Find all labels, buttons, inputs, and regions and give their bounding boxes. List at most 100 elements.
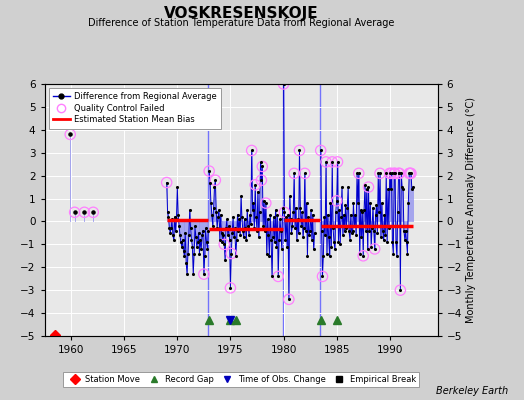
Point [344,184,352,190]
Point [187,236,195,243]
Point [383,239,391,245]
Point [329,225,337,232]
Point [245,232,253,238]
Point [357,234,366,241]
Point [277,228,285,234]
Point [237,193,245,200]
Point [209,223,217,229]
Point [171,228,180,234]
Point [346,236,354,243]
Point [328,159,336,165]
Point [228,230,236,236]
Point [355,250,364,257]
Point [233,211,242,218]
Point [255,234,263,241]
Point [290,170,298,176]
Point [198,232,206,238]
Point [269,234,277,241]
Point [284,211,292,218]
Point [293,216,302,222]
Point [343,204,352,211]
Point [273,211,281,218]
Point [193,239,202,245]
Point [208,211,216,218]
Point [332,209,340,216]
Point [215,207,223,213]
Point [392,253,401,259]
Point [360,207,368,213]
Point [379,236,388,243]
Point [181,230,190,236]
Point [370,246,379,252]
Point [211,177,220,184]
Point [285,296,293,302]
Point [226,285,235,291]
Point [290,170,298,176]
Point [409,184,417,190]
Point [401,236,409,243]
Point [274,273,282,280]
Point [347,230,356,236]
Point [80,209,89,216]
Point [261,228,269,234]
Point [264,232,272,238]
Point [227,250,235,257]
Point [265,253,274,259]
Point [352,232,361,238]
Point [164,214,172,220]
Point [392,239,400,245]
Point [331,246,339,252]
Point [380,211,389,218]
Point [259,223,267,229]
Point [341,202,350,209]
Point [255,209,264,216]
Point [406,170,414,176]
Point [206,179,214,186]
Point [224,232,232,238]
Point [387,170,396,176]
Point [399,186,407,192]
Point [282,214,290,220]
Point [89,209,97,216]
Point [373,230,381,236]
Point [299,234,307,241]
Point [200,271,208,277]
Point [301,228,310,234]
Point [220,241,228,248]
Text: VOSKRESENSKOJE: VOSKRESENSKOJE [163,6,319,21]
Point [287,230,296,236]
Point [242,236,250,243]
Point [243,207,252,213]
Point [264,216,272,222]
Point [234,228,243,234]
Point [231,225,239,232]
Point [351,211,359,218]
Point [322,159,330,165]
Point [361,182,369,188]
Point [395,170,403,176]
Point [285,296,293,302]
Point [364,184,373,190]
Point [70,209,79,216]
Point [162,179,171,186]
Point [363,186,371,192]
Point [286,193,294,200]
Point [269,214,278,220]
Point [239,234,248,241]
Point [322,159,330,165]
Point [199,228,207,234]
Point [403,250,412,257]
Point [183,271,191,277]
Point [396,287,405,293]
Point [229,214,237,220]
Point [336,241,344,248]
Point [362,228,370,234]
Point [338,184,346,190]
Point [261,200,270,206]
Point [256,159,265,165]
Point [270,239,279,245]
Point [174,211,182,218]
Point [184,232,193,238]
Point [295,147,303,154]
Point [387,170,396,176]
